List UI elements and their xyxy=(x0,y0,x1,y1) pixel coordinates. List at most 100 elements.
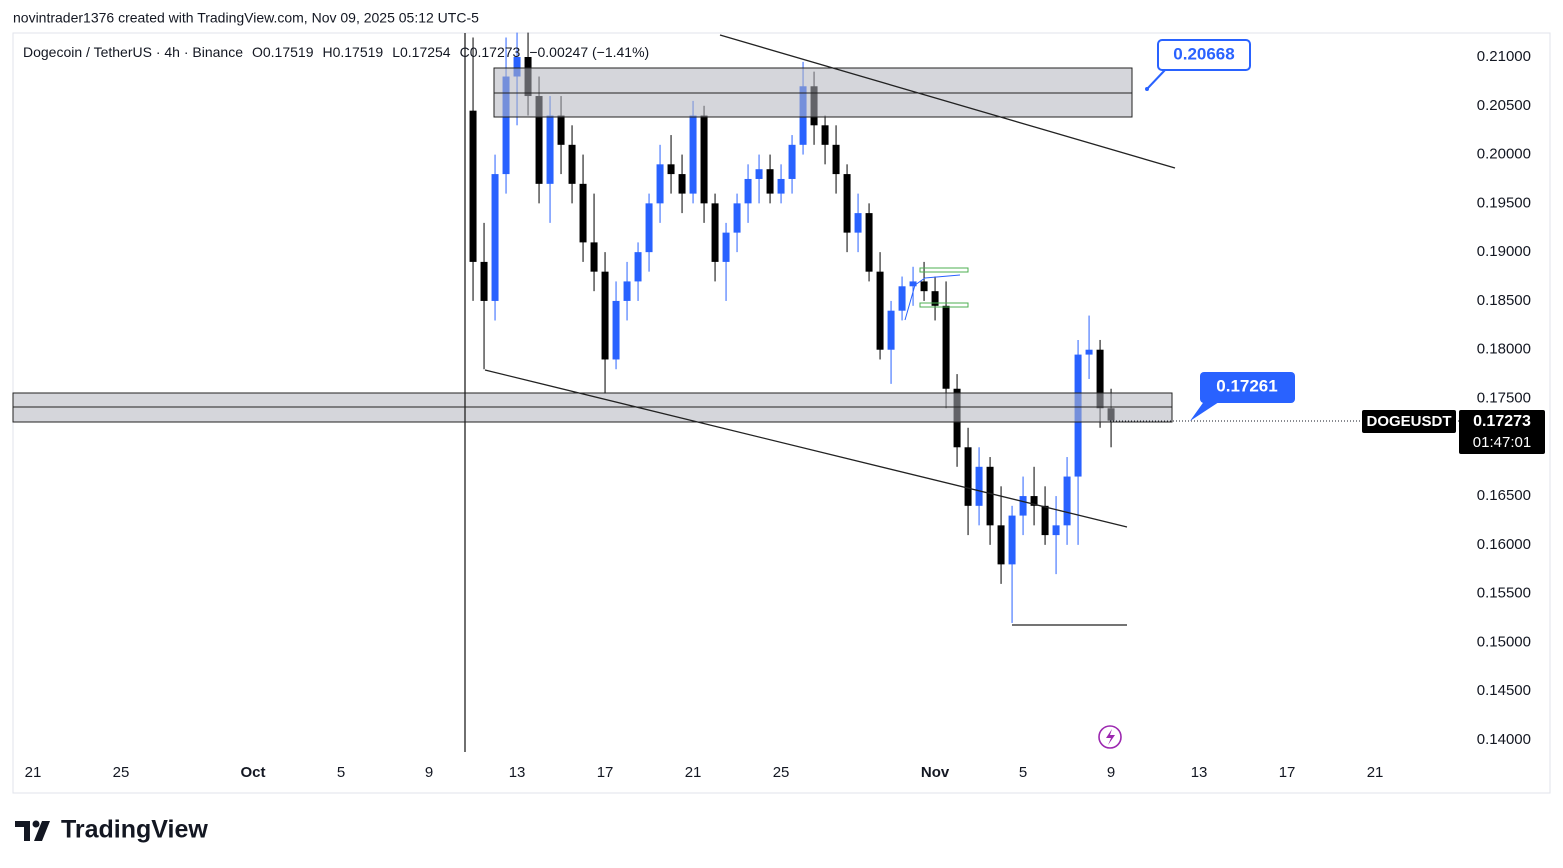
candle-body xyxy=(865,213,873,272)
candle-body xyxy=(689,115,697,194)
candle-body xyxy=(612,300,620,360)
candle-body xyxy=(909,281,917,287)
candle-body xyxy=(832,144,840,175)
candle-body xyxy=(535,96,543,184)
x-tick-label: 5 xyxy=(1019,764,1027,781)
candle-body xyxy=(898,286,906,311)
legend-change: −0.00247 (−1.41%) xyxy=(529,44,649,60)
y-tick-label: 0.14500 xyxy=(1477,682,1531,699)
price-label: 0.17273 xyxy=(1473,413,1531,430)
candle-body xyxy=(590,242,598,272)
callout-dot xyxy=(1145,87,1149,91)
creator-line: novintrader1376 created with TradingView… xyxy=(13,10,479,26)
candle-body xyxy=(623,281,631,301)
y-tick-label: 0.18000 xyxy=(1477,341,1531,358)
candle-body xyxy=(546,115,554,184)
candle-body xyxy=(502,76,510,175)
legend-low: L0.17254 xyxy=(392,44,451,60)
legend-close: C0.17273 xyxy=(460,44,521,60)
y-tick-label: 0.18500 xyxy=(1477,292,1531,309)
candle-body xyxy=(1085,349,1093,355)
y-tick-label: 0.15500 xyxy=(1477,585,1531,602)
candle-body xyxy=(766,169,774,194)
logo-shape xyxy=(32,820,40,828)
y-tick-label: 0.19000 xyxy=(1477,243,1531,260)
candle-body xyxy=(744,178,752,204)
callout-box xyxy=(1200,372,1295,403)
x-tick-label: 21 xyxy=(1367,764,1384,781)
drawings: 0.20668 0.17261 xyxy=(12,33,1460,752)
candle-body xyxy=(1096,349,1104,409)
x-tick-label: 9 xyxy=(1107,764,1115,781)
x-tick-label: 21 xyxy=(25,764,42,781)
y-tick-label: 0.20000 xyxy=(1477,146,1531,163)
candle-body xyxy=(1030,496,1038,506)
legend-title: Dogecoin / TetherUS · 4h · Binance xyxy=(23,44,243,60)
candle-body xyxy=(1063,476,1071,526)
y-tick-label: 0.16500 xyxy=(1477,487,1531,504)
x-tick-label: 17 xyxy=(597,764,614,781)
candle-body xyxy=(777,178,785,194)
x-tick-label: 25 xyxy=(773,764,790,781)
candle-body xyxy=(997,525,1005,565)
plot: 0.21000 0.20500 0.20000 0.19500 0.19000 0.185… xyxy=(25,32,1531,781)
x-tick-label: 13 xyxy=(1191,764,1208,781)
candle-body xyxy=(513,57,521,77)
x-tick-label: Nov xyxy=(921,764,950,781)
x-tick-label: 13 xyxy=(509,764,526,781)
candle-body xyxy=(843,174,851,233)
symbol-label: DOGEUSDT xyxy=(1366,413,1451,430)
candle-body xyxy=(491,174,499,301)
symbol-label-box xyxy=(1362,410,1456,433)
candle-body xyxy=(854,213,862,233)
candle-body xyxy=(788,144,796,179)
candle-body xyxy=(1041,505,1049,536)
x-tick-label: 25 xyxy=(113,764,130,781)
candle-body xyxy=(1052,525,1060,536)
candle-body xyxy=(821,125,829,145)
legend-high: H0.17519 xyxy=(322,44,383,60)
alert-icon xyxy=(1098,725,1122,749)
candle-body xyxy=(678,174,686,194)
candle-body xyxy=(711,203,719,262)
candle-body xyxy=(667,164,675,175)
logo-shape xyxy=(34,821,50,841)
y-tick-label: 0.14000 xyxy=(1477,731,1531,748)
alert-icon-bolt xyxy=(1106,729,1115,745)
brand-name: TradingView xyxy=(61,816,208,844)
x-tick-label: 9 xyxy=(425,764,433,781)
callout-label: 0.17261 xyxy=(1216,376,1277,395)
x-tick-label: 17 xyxy=(1279,764,1296,781)
trend-line xyxy=(484,369,1128,528)
legend-open: O0.17519 xyxy=(252,44,314,60)
countdown-label: 01:47:01 xyxy=(1473,434,1531,451)
candle-body xyxy=(469,110,477,262)
candle-body xyxy=(480,261,488,301)
candle-body xyxy=(634,252,642,282)
candle-body xyxy=(733,203,741,233)
candle-body xyxy=(1019,496,1027,516)
x-tick-label: 21 xyxy=(685,764,702,781)
candle-body xyxy=(579,183,587,243)
candle-body xyxy=(986,466,994,526)
callout-pointer xyxy=(1190,400,1222,421)
trend-line xyxy=(719,34,1176,169)
pattern-line xyxy=(904,274,961,321)
price-label-box xyxy=(1459,410,1545,454)
candle-body xyxy=(645,203,653,253)
y-tick-label: 0.17500 xyxy=(1477,389,1531,406)
y-tick-label: 0.21000 xyxy=(1477,48,1531,65)
pattern-box xyxy=(919,302,969,308)
y-tick-label: 0.19500 xyxy=(1477,194,1531,211)
candle-body xyxy=(557,115,565,145)
candle-body xyxy=(755,169,763,179)
y-tick-label: 0.16000 xyxy=(1477,536,1531,553)
logo-shape xyxy=(15,821,30,841)
candle-body xyxy=(964,447,972,506)
candle-body xyxy=(931,291,939,306)
callout-box xyxy=(1157,39,1251,71)
candle-body xyxy=(568,144,576,184)
candle-body xyxy=(601,271,609,360)
